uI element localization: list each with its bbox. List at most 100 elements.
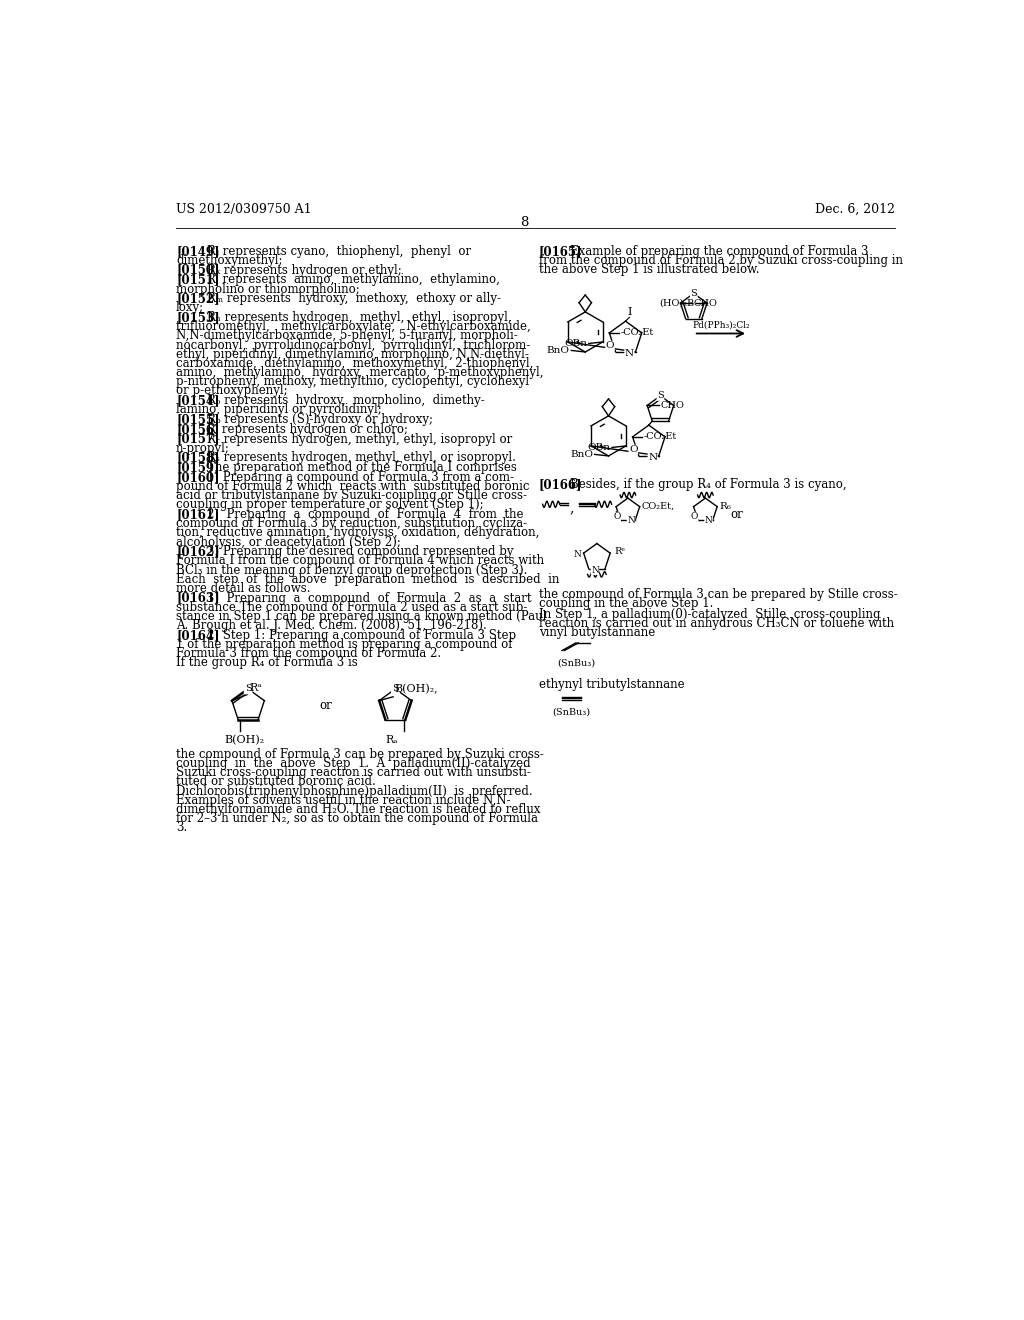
Text: [0160]: [0160] [176, 471, 219, 484]
Text: O: O [629, 445, 638, 454]
Text: 1)  Preparing  a  compound  of  Formula  2  as  a  start: 1) Preparing a compound of Formula 2 as … [207, 591, 531, 605]
Text: OBn: OBn [588, 444, 610, 451]
Text: [0154]: [0154] [176, 393, 219, 407]
Text: Each  step  of  the  above  preparation  method  is  described  in: Each step of the above preparation metho… [176, 573, 559, 586]
Text: Formula I from the compound of Formula 4 which reacts with: Formula I from the compound of Formula 4… [176, 554, 544, 568]
Text: Rⱼ represents cyano,  thiophenyl,  phenyl  or: Rⱼ represents cyano, thiophenyl, phenyl … [207, 244, 471, 257]
Text: I: I [627, 308, 632, 317]
Text: A. Brough et al. J. Med. Chem. (2008), 51, 196-218).: A. Brough et al. J. Med. Chem. (2008), 5… [176, 619, 486, 632]
Text: -CO₂Et: -CO₂Et [621, 329, 653, 338]
Text: [0159]: [0159] [176, 461, 219, 474]
Text: [0156]: [0156] [176, 422, 219, 436]
Text: (HO)₂B: (HO)₂B [659, 298, 694, 308]
Text: or: or [730, 508, 743, 521]
Text: Formula 3 from the compound of Formula 2.: Formula 3 from the compound of Formula 2… [176, 647, 441, 660]
Text: coupling in proper temperature or solvent (Step 1);: coupling in proper temperature or solven… [176, 499, 483, 511]
Text: US 2012/0309750 A1: US 2012/0309750 A1 [176, 203, 311, 216]
Text: N: N [573, 550, 582, 560]
Text: N: N [625, 348, 634, 358]
Text: p-nitrophenyl, methoxy, methylthio, cyclopentyl, cyclohexyl: p-nitrophenyl, methoxy, methylthio, cycl… [176, 375, 529, 388]
Text: [0149]: [0149] [176, 244, 219, 257]
Text: Rᵉ: Rᵉ [614, 546, 625, 556]
Text: tion, reductive amination, hydrolysis, oxidation, dehydration,: tion, reductive amination, hydrolysis, o… [176, 527, 540, 540]
Text: [0166]: [0166] [539, 478, 583, 491]
Text: S: S [245, 685, 252, 693]
Text: CO₂Et,: CO₂Et, [642, 502, 675, 511]
Text: 3.: 3. [176, 821, 187, 834]
Text: 8: 8 [520, 216, 529, 230]
Text: Rₖ represents hydrogen or ethyl;: Rₖ represents hydrogen or ethyl; [207, 264, 401, 277]
Text: S: S [392, 685, 398, 693]
Text: If the group R₄ of Formula 3 is: If the group R₄ of Formula 3 is [176, 656, 357, 669]
Text: vinyl butylstannane: vinyl butylstannane [539, 626, 655, 639]
Text: [0162]: [0162] [176, 545, 220, 558]
Text: [0151]: [0151] [176, 273, 219, 286]
Text: from the compound of Formula 2 by Suzuki cross-coupling in: from the compound of Formula 2 by Suzuki… [539, 253, 903, 267]
Text: O: O [613, 512, 621, 521]
Text: 2)  Preparing  a  compound  of  Formula  4  from  the: 2) Preparing a compound of Formula 4 fro… [207, 508, 523, 521]
Text: ethyl, piperidinyl, dimethylamino, morpholino, N,N-diethyl-: ethyl, piperidinyl, dimethylamino, morph… [176, 347, 529, 360]
Text: 3) Preparing the desired compound represented by: 3) Preparing the desired compound repres… [207, 545, 514, 558]
Text: dimethoxymethyl;: dimethoxymethyl; [176, 253, 283, 267]
Text: Besides, if the group R₄ of Formula 3 is cyano,: Besides, if the group R₄ of Formula 3 is… [569, 478, 847, 491]
Text: the compound of Formula 3 can be prepared by Stille cross-: the compound of Formula 3 can be prepare… [539, 589, 897, 601]
Text: alcoholysis, or deacetylation (Step 2);: alcoholysis, or deacetylation (Step 2); [176, 536, 401, 549]
Text: In Step 1, a palladium(0)-catalyzed  Stille  cross-coupling: In Step 1, a palladium(0)-catalyzed Stil… [539, 609, 881, 620]
Text: Rₙ represents hydrogen,  methyl,  ethyl,  isopropyl,: Rₙ represents hydrogen, methyl, ethyl, i… [207, 312, 512, 325]
Text: loxy;: loxy; [176, 301, 204, 314]
Text: N: N [705, 516, 713, 525]
Text: tuted or substituted boronic acid.: tuted or substituted boronic acid. [176, 775, 376, 788]
Text: substance The compound of Formula 2 used as a start sub-: substance The compound of Formula 2 used… [176, 601, 527, 614]
Text: B(OH)₂,: B(OH)₂, [394, 684, 438, 694]
Text: OBn: OBn [564, 339, 587, 348]
Text: Pd(PPh₃)₂Cl₂: Pd(PPh₃)₂Cl₂ [692, 321, 750, 330]
Text: 1 of the preparation method is preparing a compound of: 1 of the preparation method is preparing… [176, 638, 513, 651]
Text: reaction is carried out in anhydrous CH₃CN or toluene with: reaction is carried out in anhydrous CH₃… [539, 616, 894, 630]
Text: -CO₂Et: -CO₂Et [643, 433, 677, 441]
Text: S: S [657, 391, 664, 400]
Text: carboxamide,  diethylamino,  methoxymethyl,  2-thiophenyl,: carboxamide, diethylamino, methoxymethyl… [176, 356, 534, 370]
Text: ,: , [569, 502, 574, 515]
Text: [0158]: [0158] [176, 451, 219, 465]
Text: N: N [627, 516, 635, 525]
Text: Rₐ: Rₐ [385, 735, 397, 744]
Text: CHO: CHO [693, 298, 718, 308]
Text: R₆: R₆ [719, 502, 731, 511]
Text: S: S [690, 289, 697, 298]
Text: amino,  methylamino,  hydroxy,  mercapto,  p-methoxyphenyl,: amino, methylamino, hydroxy, mercapto, p… [176, 366, 544, 379]
Text: 2) Step 1: Preparing a compound of Formula 3 Step: 2) Step 1: Preparing a compound of Formu… [207, 628, 516, 642]
Text: [0153]: [0153] [176, 312, 220, 325]
Text: the above Step 1 is illustrated below.: the above Step 1 is illustrated below. [539, 263, 759, 276]
Text: O: O [691, 512, 698, 521]
Text: B(OH)₂: B(OH)₂ [224, 735, 264, 746]
Text: or p-ethoxyphenyl;: or p-ethoxyphenyl; [176, 384, 288, 397]
Text: O: O [606, 342, 614, 350]
Text: trifluoromethyl,   methylcarboxylate,   N-ethylcarboxamide,: trifluoromethyl, methylcarboxylate, N-et… [176, 321, 530, 334]
Text: [0164]: [0164] [176, 628, 219, 642]
Text: Dec. 6, 2012: Dec. 6, 2012 [815, 203, 895, 216]
Text: coupling  in  the  above  Step  1.  A  palladium(II)-catalyzed: coupling in the above Step 1. A palladiu… [176, 758, 530, 771]
Text: more detail as follows.: more detail as follows. [176, 582, 310, 595]
Text: (SnBu₃): (SnBu₃) [557, 659, 595, 668]
Text: CHO: CHO [660, 401, 684, 411]
Text: ,: , [613, 502, 617, 515]
Text: the compound of Formula 3 can be prepared by Suzuki cross-: the compound of Formula 3 can be prepare… [176, 748, 544, 762]
Text: BnO: BnO [570, 450, 593, 459]
Text: BnO: BnO [547, 346, 569, 355]
Text: n-propyl;: n-propyl; [176, 442, 230, 454]
Text: Suzuki cross-coupling reaction is carried out with unsubsti-: Suzuki cross-coupling reaction is carrie… [176, 767, 530, 779]
Text: Rₒ represents  hydroxy,  morpholino,  dimethy-: Rₒ represents hydroxy, morpholino, dimet… [207, 393, 484, 407]
Text: Examples of solvents useful in the reaction include N,N-: Examples of solvents useful in the react… [176, 793, 511, 807]
Text: coupling in the above Step 1.: coupling in the above Step 1. [539, 597, 713, 610]
Text: [0155]: [0155] [176, 413, 219, 426]
Text: dimethylformamide and H₂O. The reaction is heated to reflux: dimethylformamide and H₂O. The reaction … [176, 803, 541, 816]
Text: N: N [591, 566, 599, 574]
Text: [0157]: [0157] [176, 433, 219, 446]
Text: pound of Formula 2 which  reacts with  substituted boronic: pound of Formula 2 which reacts with sub… [176, 480, 529, 494]
Text: Rₗ represents  amino,  methylamino,  ethylamino,: Rₗ represents amino, methylamino, ethyla… [207, 273, 500, 286]
Text: Rᵣ represents hydrogen, methyl, ethyl, isopropyl or: Rᵣ represents hydrogen, methyl, ethyl, i… [207, 433, 512, 446]
Text: for 2–3 h under N₂, so as to obtain the compound of Formula: for 2–3 h under N₂, so as to obtain the … [176, 812, 538, 825]
Text: Rᵃ: Rᵃ [249, 682, 261, 693]
Text: [0152]: [0152] [176, 293, 220, 305]
Text: lamino, piperidinyl or pyrrolidinyl;: lamino, piperidinyl or pyrrolidinyl; [176, 403, 382, 416]
